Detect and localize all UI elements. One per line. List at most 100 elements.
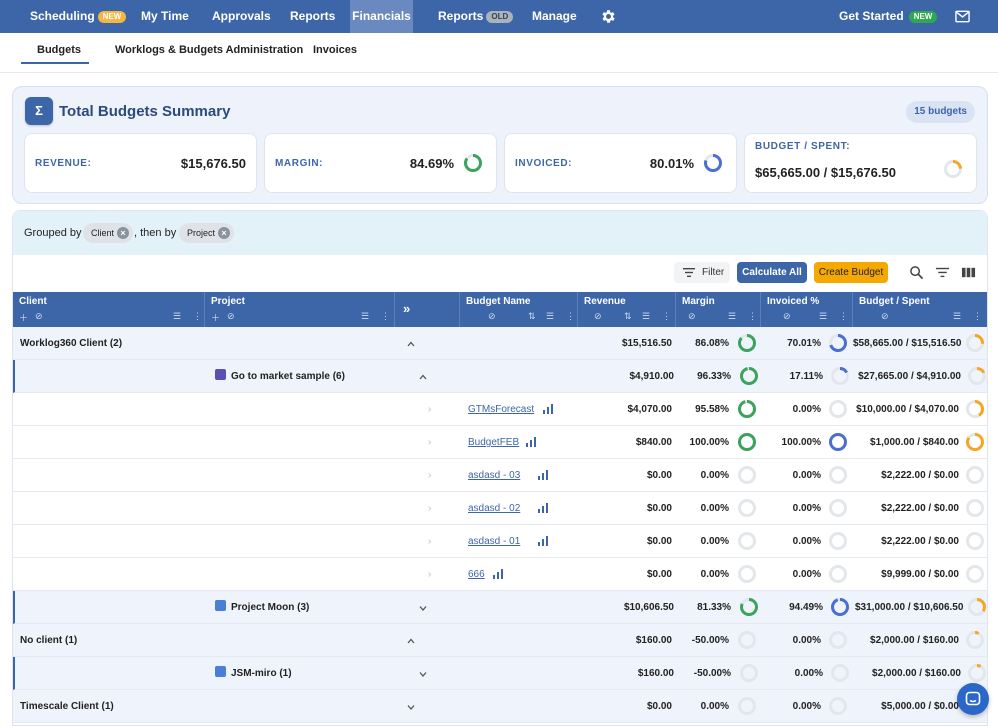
more-icon[interactable]: ⋮ [193, 311, 202, 321]
chat-button[interactable] [957, 683, 989, 715]
column-label: Revenue [584, 296, 626, 307]
chevron-up-icon[interactable] [407, 637, 415, 645]
eye-off-icon[interactable]: ⊘ [227, 311, 235, 321]
chevron-right-icon[interactable]: › [428, 503, 432, 514]
budget-row[interactable]: › BudgetFEB $840.00 100.00% 100.00% $1,000.00… [13, 426, 987, 459]
budget-name-link[interactable]: BudgetFEB [468, 437, 520, 448]
filter-button[interactable]: Filter [674, 262, 730, 283]
chevron-right-icon[interactable]: › [428, 569, 432, 580]
client-group-row[interactable]: Timescale Client (1) $0.00 0.00% 0.00% $5,00… [13, 690, 987, 723]
budget-row[interactable]: › GTMsForecast $4,070.00 95.58% 0.00% $10,000… [13, 393, 987, 426]
column-header-margin[interactable]: Margin ⊘ ☰ ⋮ [676, 292, 761, 327]
drag-handle-icon[interactable]: ☰ [361, 311, 370, 321]
nav-manage[interactable]: Manage [532, 9, 577, 23]
column-header-budget-name[interactable]: Budget Name ⊘ ⇅ ☰ ⋮ [460, 292, 578, 327]
eye-off-icon[interactable]: ⊘ [488, 311, 496, 321]
progress-ring-icon [738, 697, 756, 715]
sort-icon[interactable]: ⇅ [624, 311, 632, 321]
project-group-row[interactable]: JSM-miro (1) $160.00 -50.00% 0.00% $2,000.00… [13, 657, 987, 690]
sort-filter-icon[interactable] [935, 265, 950, 280]
chevron-down-icon[interactable] [419, 670, 427, 678]
chevron-down-icon[interactable] [407, 703, 415, 711]
nav-scheduling[interactable]: Scheduling NEW [30, 0, 127, 33]
eye-off-icon[interactable]: ⊘ [881, 311, 889, 321]
drag-handle-icon[interactable]: ☰ [546, 311, 555, 321]
expand-columns-header[interactable]: » [395, 292, 460, 327]
nav-approvals[interactable]: Approvals [212, 9, 271, 23]
chevron-right-icon[interactable]: › [428, 404, 432, 415]
column-header-revenue[interactable]: Revenue ⊘ ⇅ ☰ ⋮ [578, 292, 676, 327]
drag-handle-icon[interactable]: ☰ [819, 311, 828, 321]
bar-chart-icon[interactable] [538, 536, 548, 546]
mail-icon[interactable] [955, 10, 970, 23]
eye-off-icon[interactable]: ⊘ [35, 311, 43, 321]
tab-worklogs-budgets-admin[interactable]: Worklogs & Budgets Administration [115, 44, 304, 56]
group-chip-project[interactable]: Project × [179, 223, 234, 243]
nav-reports-old[interactable]: Reports OLD [438, 0, 514, 33]
progress-ring-icon [740, 598, 758, 616]
eye-off-icon[interactable]: ⊘ [783, 311, 791, 321]
close-icon[interactable]: × [218, 227, 230, 239]
plus-icon[interactable]: ＋ [19, 313, 29, 323]
search-icon[interactable] [909, 265, 924, 280]
nav-financials[interactable]: Financials [350, 0, 413, 33]
more-icon[interactable]: ⋮ [566, 311, 575, 321]
bar-chart-icon[interactable] [526, 437, 536, 447]
client-group-row[interactable]: Worklog360 Client (2) $15,516.50 86.08% 70.… [13, 327, 987, 360]
column-label: Budget Name [466, 296, 531, 307]
drag-handle-icon[interactable]: ☰ [642, 311, 651, 321]
column-header-client[interactable]: Client ＋ ⊘ ☰ ⋮ [13, 292, 205, 327]
more-icon[interactable]: ⋮ [662, 311, 671, 321]
column-header-invoiced[interactable]: Invoiced % ⊘ ☰ ⋮ [761, 292, 853, 327]
sort-icon[interactable]: ⇅ [528, 311, 536, 321]
budget-row[interactable]: › asdasd - 03 $0.00 0.00% 0.00% $2,222.00 / $… [13, 459, 987, 492]
budget-name-link[interactable]: asdasd - 01 [468, 536, 521, 547]
drag-handle-icon[interactable]: ☰ [728, 311, 737, 321]
chevron-up-icon[interactable] [407, 340, 415, 348]
budget-spent-value: $1,000.00 / $840.00 [870, 437, 959, 448]
invoiced-value: 0.00% [794, 668, 823, 679]
double-chevron-right-icon[interactable]: » [403, 301, 411, 316]
more-icon[interactable]: ⋮ [381, 311, 390, 321]
chevron-up-icon[interactable] [419, 373, 427, 381]
group-chip-client[interactable]: Client × [83, 223, 133, 243]
plus-icon[interactable]: ＋ [211, 313, 221, 323]
column-header-project[interactable]: Project ＋ ⊘ ☰ ⋮ [205, 292, 395, 327]
budget-name-link[interactable]: asdasd - 02 [468, 503, 521, 514]
more-icon[interactable]: ⋮ [839, 311, 848, 321]
budget-name-link[interactable]: 666 [468, 569, 485, 580]
budget-row[interactable]: › asdasd - 01 $0.00 0.00% 0.00% $2,222.00 / $… [13, 525, 987, 558]
drag-handle-icon[interactable]: ☰ [953, 311, 962, 321]
eye-off-icon[interactable]: ⊘ [594, 311, 602, 321]
column-header-budget-spent[interactable]: Budget / Spent ⊘ ☰ ⋮ [853, 292, 987, 327]
create-budget-button[interactable]: Create Budget [814, 262, 888, 283]
more-icon[interactable]: ⋮ [973, 311, 982, 321]
close-icon[interactable]: × [117, 227, 129, 239]
chevron-right-icon[interactable]: › [428, 470, 432, 481]
nav-my-time[interactable]: My Time [141, 9, 189, 23]
bar-chart-icon[interactable] [493, 569, 503, 579]
tab-budgets[interactable]: Budgets [37, 44, 81, 56]
budget-row[interactable]: › asdasd - 02 $0.00 0.00% 0.00% $2,222.00 / $… [13, 492, 987, 525]
calculate-all-button[interactable]: Calculate All [737, 262, 807, 283]
chevron-right-icon[interactable]: › [428, 437, 432, 448]
chevron-right-icon[interactable]: › [428, 536, 432, 547]
gear-icon[interactable] [600, 8, 617, 25]
project-group-row[interactable]: Go to market sample (6) $4,910.00 96.33% 17… [13, 360, 987, 393]
columns-icon[interactable] [961, 265, 976, 280]
nav-reports[interactable]: Reports [290, 9, 336, 23]
drag-handle-icon[interactable]: ☰ [173, 311, 182, 321]
eye-off-icon[interactable]: ⊘ [688, 311, 696, 321]
budget-row[interactable]: › 666 $0.00 0.00% 0.00% $9,999.00 / $0.00 [13, 558, 987, 591]
chevron-down-icon[interactable] [419, 604, 427, 612]
project-group-row[interactable]: Project Moon (3) $10,606.50 81.33% 94.49% $3… [13, 591, 987, 624]
bar-chart-icon[interactable] [538, 470, 548, 480]
client-group-row[interactable]: No client (1) $160.00 -50.00% 0.00% $2,000.0… [13, 624, 987, 657]
bar-chart-icon[interactable] [538, 503, 548, 513]
budget-name-link[interactable]: GTMsForecast [468, 404, 535, 415]
more-icon[interactable]: ⋮ [748, 311, 757, 321]
bar-chart-icon[interactable] [543, 404, 553, 414]
tab-invoices[interactable]: Invoices [313, 44, 358, 56]
nav-get-started[interactable]: Get Started NEW [839, 0, 938, 33]
budget-name-link[interactable]: asdasd - 03 [468, 470, 521, 481]
